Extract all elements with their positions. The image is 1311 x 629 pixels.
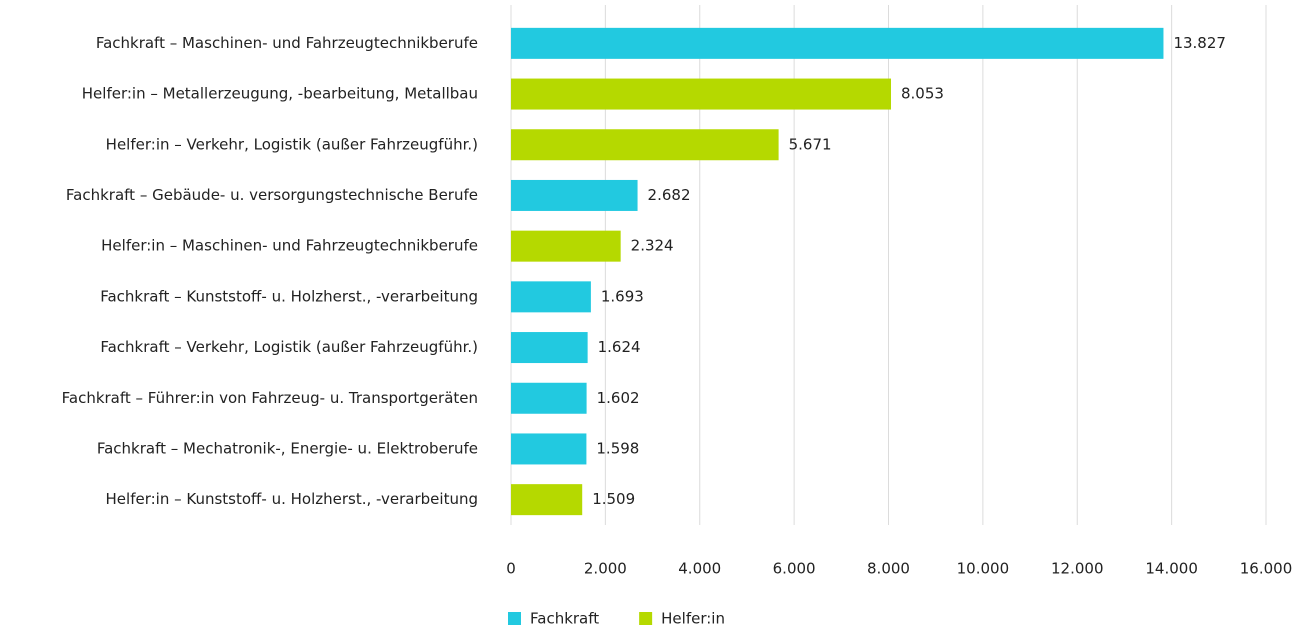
bar	[511, 484, 583, 516]
legend-swatch	[639, 612, 653, 625]
y-tick-label: Fachkraft – Kunststoff- u. Holzherst., -…	[100, 287, 478, 305]
y-tick-label: Helfer:in – Verkehr, Logistik (außer Fah…	[106, 135, 478, 153]
y-tick-label: Fachkraft – Mechatronik-, Energie- u. El…	[97, 439, 478, 457]
bar	[511, 78, 892, 110]
legend-label: Helfer:in	[661, 610, 725, 628]
y-tick-label: Fachkraft – Verkehr, Logistik (außer Fah…	[100, 338, 478, 356]
bar	[511, 27, 1164, 59]
y-tick-label: Helfer:in – Maschinen- und Fahrzeugtechn…	[101, 237, 478, 255]
legend-swatch	[508, 612, 521, 625]
legend-label: Fachkraft	[530, 610, 599, 628]
data-label: 1.602	[597, 389, 640, 407]
y-tick-label: Fachkraft – Führer:in von Fahrzeug- u. T…	[62, 389, 478, 407]
data-label: 1.598	[596, 439, 639, 457]
x-tick-label: 14.000	[1145, 560, 1198, 578]
data-label: 1.693	[601, 287, 644, 305]
data-label: 1.509	[592, 490, 635, 508]
bar	[511, 332, 588, 364]
y-tick-label: Helfer:in – Metallerzeugung, -bearbeitun…	[82, 85, 478, 103]
data-label: 5.671	[789, 135, 832, 153]
x-tick-label: 0	[506, 560, 516, 578]
data-label: 1.624	[598, 338, 641, 356]
x-tick-label: 4.000	[678, 560, 721, 578]
data-label: 13.827	[1173, 34, 1226, 52]
x-tick-label: 2.000	[584, 560, 627, 578]
data-label: 2.324	[631, 237, 674, 255]
bar	[511, 382, 587, 414]
bar	[511, 281, 591, 313]
x-tick-label: 10.000	[957, 560, 1010, 578]
bar	[511, 433, 587, 465]
bar	[511, 230, 621, 262]
x-tick-label: 12.000	[1051, 560, 1104, 578]
y-tick-label: Helfer:in – Kunststoff- u. Holzherst., -…	[106, 490, 478, 508]
bar	[511, 129, 779, 161]
y-tick-label: Fachkraft – Maschinen- und Fahrzeugtechn…	[96, 34, 478, 52]
y-tick-label: Fachkraft – Gebäude- u. versorgungstechn…	[66, 186, 478, 204]
x-tick-label: 6.000	[773, 560, 816, 578]
x-tick-label: 8.000	[867, 560, 910, 578]
data-label: 8.053	[901, 85, 944, 103]
data-label: 2.682	[648, 186, 691, 204]
bar	[511, 179, 638, 211]
x-tick-label: 16.000	[1240, 560, 1293, 578]
